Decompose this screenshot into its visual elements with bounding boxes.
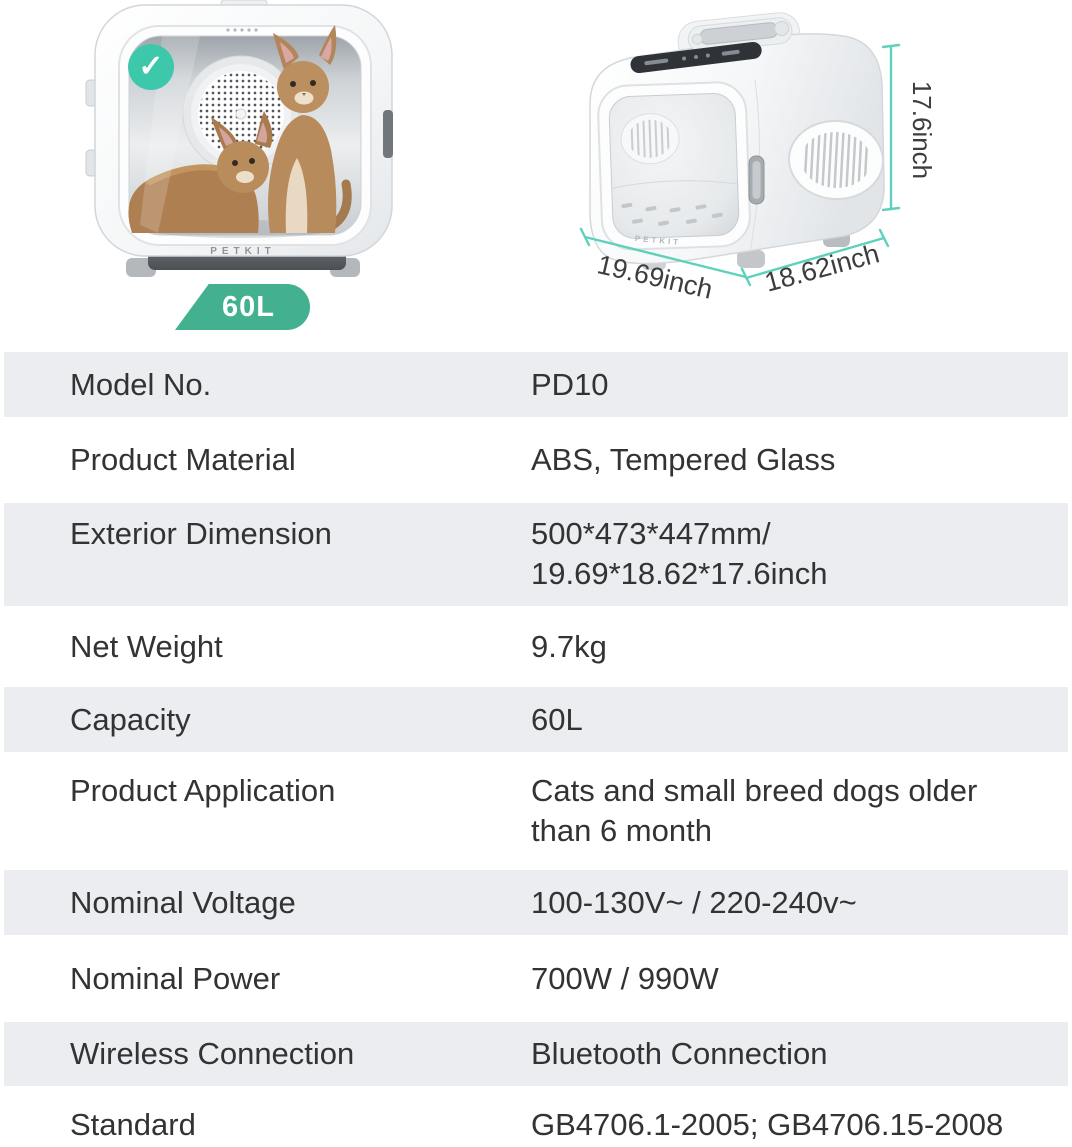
spec-value: PD10 [531,366,609,402]
spec-label: Exterior Dimension [70,516,332,551]
spec-value: GB4706.1-2005; GB4706.15-2008 [531,1107,1004,1142]
product-illustrations [85,0,901,287]
spec-row-dimension: Exterior Dimension 500*473*447mm/ 19.69*… [4,503,1068,606]
top-handle [687,17,793,53]
brand-logo-left: PETKIT [210,246,276,257]
spec-row-material: Product Material ABS, Tempered Glass [4,417,1068,503]
spec-label: Product Material [70,442,296,477]
hero-section: ✓ PETKIT 60L PETKIT 17.6inch 19.69inch 1… [0,0,1072,352]
spec-value: Cats and small breed dogs older than 6 m… [531,773,978,848]
spec-label: Model No. [70,366,212,402]
cats-photo [128,25,352,233]
spec-label: Capacity [70,701,191,737]
spec-label: Nominal Voltage [70,884,296,920]
spec-value: 100-130V~ / 220-240v~ [531,884,857,920]
side-vent [788,119,884,201]
spec-row-capacity: Capacity 60L [4,687,1068,752]
spec-row-voltage: Nominal Voltage 100-130V~ / 220-240v~ [4,870,1068,935]
spec-value: ABS, Tempered Glass [531,442,836,477]
dimension-lines [579,43,901,287]
right-product-photo [589,12,885,270]
spec-value: 60L [531,701,583,737]
spec-row-standard: Standard GB4706.1-2005; GB4706.15-2008 [4,1086,1068,1147]
spec-table: Model No. PD10 Product Material ABS, Tem… [0,352,1072,1147]
spec-value: 500*473*447mm/ 19.69*18.62*17.6inch [531,516,828,591]
left-product-photo [85,0,393,277]
control-panel [630,41,762,74]
spec-value: Bluetooth Connection [531,1036,828,1071]
spec-row-power: Nominal Power 700W / 990W [4,935,1068,1022]
check-icon: ✓ [128,44,174,90]
spec-label: Nominal Power [70,960,281,996]
spec-label: Wireless Connection [70,1036,355,1071]
spec-row-weight: Net Weight 9.7kg [4,606,1068,687]
dimension-height-label: 17.6inch [907,80,937,180]
front-opening [597,81,751,251]
capacity-badge-label: 60L [222,290,275,323]
spec-row-model: Model No. PD10 [4,352,1068,417]
spec-value: 700W / 990W [531,960,719,996]
spec-value: 9.7kg [531,628,607,664]
spec-label: Standard [70,1107,196,1142]
spec-label: Net Weight [70,628,223,664]
spec-row-wireless: Wireless Connection Bluetooth Connection [4,1022,1068,1086]
vent-holes-row [226,28,258,32]
door-handle [748,155,765,205]
spec-label: Product Application [70,773,336,808]
spec-row-application: Product Application Cats and small breed… [4,752,1068,870]
floor-perforations [621,202,723,226]
